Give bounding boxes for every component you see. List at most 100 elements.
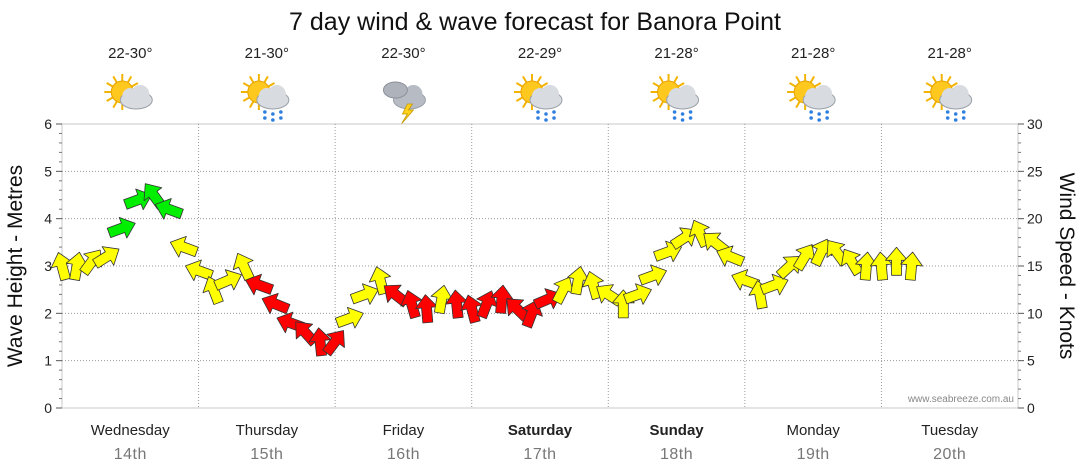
sun-ray bbox=[522, 75, 528, 83]
sun-ray bbox=[925, 82, 933, 88]
rain-drop bbox=[688, 110, 693, 114]
rain-drop bbox=[945, 116, 950, 120]
rain-drop bbox=[953, 118, 958, 122]
sun-ray bbox=[673, 75, 679, 83]
day-date: 15th bbox=[250, 446, 283, 463]
tick-label-left: 5 bbox=[44, 163, 52, 179]
rain-drop bbox=[279, 116, 283, 120]
sun-ray bbox=[795, 101, 801, 109]
rain-drop bbox=[263, 110, 267, 114]
cloud bbox=[529, 85, 563, 110]
grid bbox=[62, 124, 1018, 408]
tick-label-left: 1 bbox=[44, 353, 52, 369]
credit-text: www.seabreeze.com.au bbox=[907, 394, 1014, 405]
sun-ray bbox=[925, 96, 933, 102]
sun-ray bbox=[112, 75, 118, 83]
cloud bbox=[939, 85, 973, 110]
wind-arrow bbox=[334, 307, 364, 329]
rain-drop bbox=[279, 110, 283, 114]
sun-ray bbox=[789, 82, 797, 88]
day-labels: Wednesday 14th Thursday 15th Friday 16th Satur… bbox=[91, 422, 979, 463]
daily-temperatures: 22-30° 21-30° 22-30° 22-29° 21-28° 21-28° 21-2… bbox=[108, 45, 972, 62]
y-axis-left-ticks: 0 1 2 3 4 5 6 bbox=[44, 116, 62, 416]
day-name: Thursday bbox=[236, 422, 299, 439]
sun-ray bbox=[515, 82, 523, 88]
day-date: 20th bbox=[933, 446, 966, 463]
chart-title: 7 day wind & wave forecast for Banora Po… bbox=[289, 8, 781, 36]
sun-ray bbox=[541, 82, 549, 88]
cloud-puff bbox=[267, 85, 286, 103]
day-date: 18th bbox=[660, 446, 693, 463]
tick-label-right: 0 bbox=[1027, 400, 1035, 416]
day-name: Saturday bbox=[508, 422, 573, 439]
sun-ray bbox=[652, 82, 660, 88]
rain-drop bbox=[809, 110, 813, 114]
sun-cloud-rain-icon bbox=[240, 74, 290, 122]
day-name: Friday bbox=[383, 422, 425, 439]
cloud bbox=[119, 85, 153, 110]
sun-ray bbox=[677, 82, 685, 88]
day-temperature: 21-30° bbox=[245, 45, 289, 62]
sun-ray bbox=[795, 75, 801, 83]
weather-icons bbox=[104, 74, 973, 125]
wind-arrow bbox=[213, 269, 242, 291]
sun-ray bbox=[652, 96, 660, 102]
wind-arrow bbox=[92, 246, 120, 269]
cloud-puff bbox=[541, 85, 559, 103]
wind-arrow bbox=[841, 248, 864, 277]
sun-ray bbox=[263, 75, 269, 83]
rain-drop bbox=[263, 116, 267, 120]
day-name: Tuesday bbox=[921, 422, 978, 439]
sun-ray bbox=[106, 82, 114, 88]
tick-label-right: 20 bbox=[1027, 211, 1043, 227]
cloud-puff bbox=[131, 85, 150, 103]
rain-drop bbox=[817, 118, 821, 122]
rain-drop bbox=[817, 112, 821, 116]
rain-drop bbox=[271, 112, 275, 116]
wind-arrow bbox=[245, 273, 274, 296]
sun-ray bbox=[658, 75, 664, 83]
wind-arrow bbox=[261, 292, 291, 315]
rain-drop bbox=[961, 110, 966, 114]
sun-ray bbox=[515, 96, 523, 102]
wind-arrow bbox=[322, 330, 345, 357]
cloud bbox=[802, 85, 836, 110]
day-temperature: 21-28° bbox=[791, 45, 835, 62]
tick-label-left: 0 bbox=[44, 400, 52, 416]
tick-label-left: 4 bbox=[44, 211, 52, 227]
tick-label-right: 15 bbox=[1027, 258, 1043, 274]
tick-label-right: 5 bbox=[1027, 353, 1035, 369]
sun-ray bbox=[522, 101, 528, 109]
rain-drop bbox=[672, 110, 677, 114]
day-name: Sunday bbox=[649, 422, 704, 439]
wind-arrow bbox=[154, 198, 184, 220]
cloud bbox=[382, 81, 426, 110]
sun-ray bbox=[267, 82, 275, 88]
sun-ray bbox=[950, 82, 958, 88]
rain-drop bbox=[552, 116, 556, 120]
y-axis-right-ticks: 0 5 10 15 20 25 30 bbox=[1018, 116, 1043, 416]
cloud bbox=[666, 85, 700, 110]
storm-cloud-icon bbox=[382, 81, 426, 125]
rain-drop bbox=[672, 116, 677, 120]
sun-cloud-rain-icon bbox=[923, 74, 973, 122]
rain-drop bbox=[552, 110, 556, 114]
sun-cloud-rain-icon bbox=[650, 74, 700, 122]
cloud-puff bbox=[814, 85, 833, 103]
cloud-puff bbox=[382, 81, 408, 99]
rain-drop bbox=[825, 116, 829, 120]
wind-arrows bbox=[50, 183, 923, 357]
wind-arrow bbox=[623, 283, 652, 305]
rain-drop bbox=[953, 112, 958, 116]
sun-cloud-rain-icon bbox=[514, 74, 563, 122]
rain-drop bbox=[536, 110, 540, 114]
rain-drop bbox=[945, 110, 950, 114]
day-date: 17th bbox=[523, 446, 556, 463]
rain-drop bbox=[536, 116, 540, 120]
sun-ray bbox=[809, 75, 816, 83]
sun-ray bbox=[931, 101, 938, 109]
sun-ray bbox=[789, 96, 797, 102]
sun-cloud-icon bbox=[104, 74, 153, 110]
day-temperature: 22-30° bbox=[381, 45, 425, 62]
